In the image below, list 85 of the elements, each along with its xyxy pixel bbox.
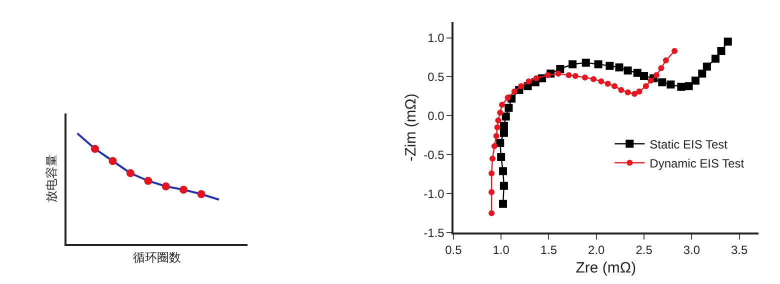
- point: [636, 88, 642, 95]
- point: [504, 104, 513, 112]
- point: [144, 176, 152, 185]
- point: [662, 57, 669, 64]
- y-tick-label: 0.0: [428, 108, 445, 123]
- point: [648, 78, 654, 84]
- point: [658, 65, 664, 72]
- y-tick-label: 0.5: [428, 70, 445, 84]
- point: [518, 83, 524, 90]
- point: [691, 76, 700, 85]
- x-tick-label: 2.0: [588, 242, 606, 257]
- point: [490, 156, 496, 162]
- point: [611, 83, 618, 90]
- point: [197, 190, 206, 198]
- point: [497, 153, 506, 162]
- y-tick-label: 1.0: [428, 30, 445, 45]
- point: [502, 112, 510, 120]
- x-axis-title: 循环圈数: [132, 250, 181, 264]
- point: [180, 186, 188, 194]
- point: [618, 86, 624, 93]
- point: [493, 133, 500, 139]
- point: [126, 169, 134, 178]
- x-tick-label: 1.5: [540, 242, 558, 257]
- point: [499, 102, 506, 108]
- y-tick-label: -1.5: [424, 226, 445, 240]
- point: [658, 78, 666, 86]
- point: [698, 70, 706, 78]
- point: [717, 47, 726, 56]
- point: [497, 110, 504, 116]
- point: [640, 72, 648, 80]
- point: [677, 82, 686, 91]
- y-axis-title: -Zim (mΩ): [402, 93, 420, 162]
- point: [684, 82, 693, 90]
- point: [594, 60, 602, 68]
- y-tick-label: -0.5: [424, 148, 445, 162]
- x-tick-label: 3.0: [683, 242, 700, 257]
- point: [672, 48, 678, 54]
- point: [496, 139, 504, 148]
- point: [582, 74, 588, 81]
- point: [624, 89, 631, 96]
- point: [494, 124, 500, 130]
- x-tick-label: 0.5: [445, 242, 462, 257]
- point: [526, 78, 532, 84]
- point: [555, 70, 562, 77]
- point: [582, 58, 590, 67]
- x-tick-label: 3.5: [730, 242, 748, 257]
- point: [632, 90, 638, 97]
- point: [491, 143, 498, 150]
- point: [724, 38, 732, 46]
- point: [498, 167, 507, 176]
- point: [572, 72, 578, 79]
- point: [488, 210, 495, 216]
- x-tick-label: 2.5: [636, 242, 653, 257]
- x-axis-title: Zre (mΩ): [576, 259, 636, 276]
- point: [504, 94, 511, 101]
- point: [598, 78, 604, 84]
- point: [566, 72, 572, 78]
- point: [624, 66, 632, 74]
- y-tick-label: -1.0: [424, 186, 445, 201]
- point: [544, 72, 551, 78]
- point: [511, 88, 518, 95]
- point: [533, 75, 540, 82]
- legend-label: Dynamic EIS Test: [650, 156, 745, 170]
- point: [108, 157, 117, 166]
- point: [568, 60, 577, 68]
- point: [91, 144, 100, 153]
- y-axis-title: 放电容量: [44, 154, 58, 203]
- point: [495, 117, 502, 124]
- x-tick-label: 1.0: [492, 242, 510, 257]
- point: [488, 189, 495, 196]
- point: [162, 182, 170, 190]
- point: [488, 170, 495, 176]
- point: [712, 54, 720, 63]
- point: [606, 62, 614, 70]
- legend-label: Static EIS Test: [650, 137, 728, 152]
- point: [702, 62, 711, 71]
- point: [642, 83, 649, 90]
- point: [498, 200, 507, 208]
- point: [590, 76, 597, 82]
- point: [666, 80, 675, 89]
- point: [604, 80, 611, 87]
- point: [653, 72, 660, 78]
- point: [500, 182, 508, 190]
- point: [500, 122, 508, 130]
- point: [615, 63, 624, 72]
